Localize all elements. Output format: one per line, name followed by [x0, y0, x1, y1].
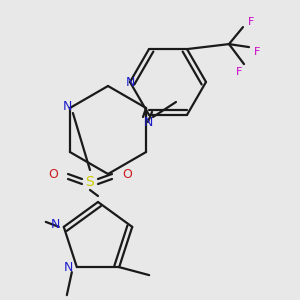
Text: N: N	[64, 261, 74, 274]
Text: S: S	[85, 175, 94, 189]
Text: F: F	[248, 17, 254, 27]
Text: F: F	[236, 67, 242, 77]
Text: O: O	[122, 167, 132, 181]
Text: N: N	[63, 100, 73, 112]
Text: O: O	[48, 167, 58, 181]
Text: N: N	[143, 116, 153, 128]
Text: F: F	[254, 47, 260, 57]
Text: N: N	[125, 76, 135, 88]
Text: N: N	[51, 218, 60, 231]
